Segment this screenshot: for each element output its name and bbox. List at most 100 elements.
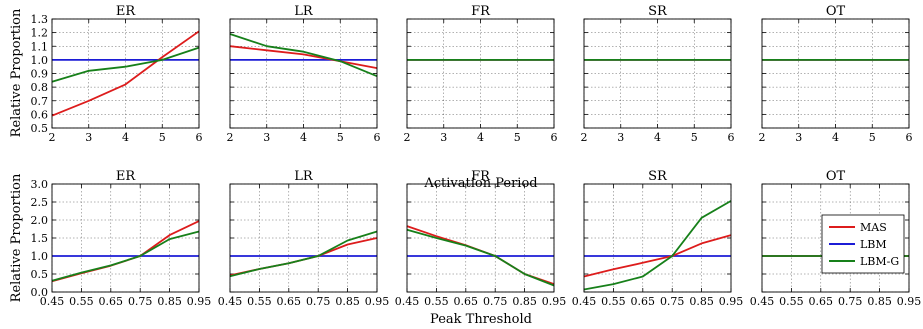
row0-x-axis-label: Activation Period <box>423 176 537 191</box>
y-tick-label: 1.5 <box>31 232 49 245</box>
panel-frame <box>51 183 200 293</box>
panel-r1c1-lr: 0.45 0.55 0.65 0.75 0.85 0.95 LR <box>218 169 390 308</box>
panel-r0c1-lr: 2 3 4 5 6 LR <box>227 4 381 144</box>
x-tick-label: 6 <box>906 131 913 144</box>
legend: MAS LBM LBM-G <box>821 214 905 274</box>
panel-frame <box>583 183 732 293</box>
panel-title: OT <box>826 169 846 184</box>
x-tick-label: 0.85 <box>512 295 537 308</box>
x-tick-label: 0.95 <box>187 295 212 308</box>
y-tick-label: 3.0 <box>31 178 49 191</box>
x-tick-label: 0.55 <box>601 295 626 308</box>
x-tick-label: 3 <box>617 131 624 144</box>
y-tick-label: 0.6 <box>31 108 49 121</box>
x-tick-label: 4 <box>832 131 839 144</box>
row0-y-axis-label: Relative Proportion <box>9 8 24 137</box>
x-tick-label: 6 <box>374 131 381 144</box>
x-tick-label: 0.85 <box>157 295 182 308</box>
panel-title: LR <box>294 4 314 19</box>
legend-label-lbm: LBM <box>860 238 887 251</box>
y-tick-label: 1.1 <box>31 40 49 53</box>
y-tick-label: 0.7 <box>31 95 49 108</box>
series-line-mas <box>51 30 200 117</box>
panel-r0c4-ot: 2 3 4 5 6 OT <box>759 4 913 144</box>
x-tick-label: 0.45 <box>572 295 597 308</box>
x-tick-label: 5 <box>691 131 698 144</box>
series-line-mas <box>583 234 732 278</box>
panel-frame <box>761 18 910 129</box>
x-tick-label: 0.95 <box>365 295 390 308</box>
y-tick-label: 0.9 <box>31 68 49 81</box>
x-tick-label: 4 <box>122 131 129 144</box>
panel-title: SR <box>648 169 668 184</box>
x-tick-label: 0.65 <box>454 295 479 308</box>
x-tick-label: 0.55 <box>779 295 804 308</box>
x-tick-label: 6 <box>196 131 203 144</box>
x-tick-label: 0.45 <box>395 295 420 308</box>
x-tick-label: 0.65 <box>631 295 656 308</box>
x-tick-label: 3 <box>795 131 802 144</box>
x-tick-label: 0.75 <box>128 295 153 308</box>
x-tick-label: 4 <box>654 131 661 144</box>
panel-frame <box>229 183 378 293</box>
x-tick-label: 0.65 <box>277 295 302 308</box>
x-tick-label: 5 <box>514 131 521 144</box>
x-tick-label: 0.65 <box>809 295 834 308</box>
row1-x-axis-label: Peak Threshold <box>430 312 532 327</box>
y-tick-label: 2.0 <box>31 214 49 227</box>
x-tick-label: 2 <box>759 131 766 144</box>
series-line-lbm-g <box>229 230 378 278</box>
panel-title: SR <box>648 4 668 19</box>
x-tick-label: 3 <box>85 131 92 144</box>
panel-title: FR <box>471 169 491 184</box>
x-tick-label: 5 <box>869 131 876 144</box>
x-tick-label: 0.45 <box>218 295 243 308</box>
series-line-lbm-g <box>583 200 732 291</box>
panel-title: ER <box>116 169 136 184</box>
x-tick-label: 0.95 <box>897 295 922 308</box>
series-line-lbm-g <box>51 46 200 83</box>
y-tick-label: 0.5 <box>31 122 49 135</box>
x-tick-label: 0.85 <box>689 295 714 308</box>
series-line-lbm-g <box>51 230 200 282</box>
panel-title: ER <box>116 4 136 19</box>
series-line-mas <box>229 45 378 69</box>
panel-frame <box>229 18 378 129</box>
x-tick-label: 3 <box>440 131 447 144</box>
y-tick-label: 1.0 <box>31 250 49 263</box>
x-tick-label: 0.65 <box>99 295 124 308</box>
panel-r1c3-sr: 0.45 0.55 0.65 0.75 0.85 0.95 SR <box>572 169 744 308</box>
series-line-lbm-g <box>229 33 378 78</box>
y-tick-label: 0.0 <box>31 286 49 299</box>
panel-frame <box>51 18 200 129</box>
y-tick-label: 1.2 <box>31 27 49 40</box>
series-line-lbm-g <box>406 228 555 287</box>
x-tick-label: 0.75 <box>306 295 331 308</box>
x-tick-label: 4 <box>300 131 307 144</box>
y-tick-label: 0.5 <box>31 268 49 281</box>
panel-frame <box>761 183 910 293</box>
legend-label-lbm-g: LBM-G <box>860 255 899 268</box>
x-tick-label: 2 <box>49 131 56 144</box>
panel-title: FR <box>471 4 491 19</box>
x-tick-label: 5 <box>337 131 344 144</box>
x-tick-label: 0.45 <box>40 295 65 308</box>
x-tick-label: 2 <box>227 131 234 144</box>
panel-r0c0-er: 2 3 4 5 6 0.50.60.70.80.91.01.11.21.3 ER <box>31 4 203 144</box>
x-tick-label: 3 <box>263 131 270 144</box>
x-tick-label: 0.55 <box>69 295 94 308</box>
y-tick-label: 1.3 <box>31 13 49 26</box>
x-tick-label: 0.95 <box>719 295 744 308</box>
x-tick-label: 0.55 <box>424 295 449 308</box>
panel-title: LR <box>294 169 314 184</box>
x-tick-label: 5 <box>159 131 166 144</box>
y-tick-label: 0.8 <box>31 81 49 94</box>
panel-title: OT <box>826 4 846 19</box>
x-tick-label: 0.75 <box>838 295 863 308</box>
legend-label-mas: MAS <box>860 221 887 234</box>
x-tick-label: 2 <box>581 131 588 144</box>
x-tick-label: 0.55 <box>247 295 272 308</box>
y-tick-label: 1.0 <box>31 54 49 67</box>
